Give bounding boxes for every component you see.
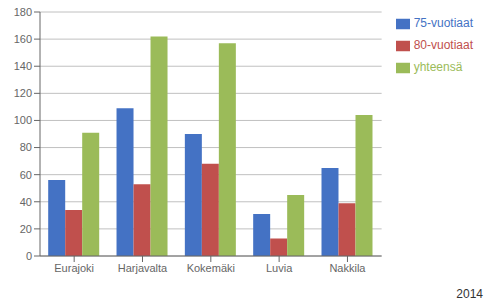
- html-text:2014: 2014: [456, 287, 483, 301]
- svg-text:Kokemäki: Kokemäki: [187, 262, 235, 274]
- svg-text:140: 140: [14, 60, 32, 72]
- html-text:75-vuotiaat: 75-vuotiaat: [413, 16, 473, 30]
- svg-text:60: 60: [20, 169, 32, 181]
- svg-text:40: 40: [20, 196, 32, 208]
- svg-text:20: 20: [20, 223, 32, 235]
- svg-text:Nakkila: Nakkila: [329, 262, 366, 274]
- html-text:yhteensä: yhteensä: [413, 60, 463, 74]
- svg-text:100: 100: [14, 114, 32, 126]
- svg-text:0: 0: [26, 250, 32, 262]
- svg-text:Eurajoki: Eurajoki: [54, 262, 94, 274]
- svg-text:160: 160: [14, 33, 32, 45]
- svg-text:180: 180: [14, 6, 32, 18]
- svg-text:Luvia: Luvia: [266, 262, 293, 274]
- svg-text:Harjavalta: Harjavalta: [118, 262, 168, 274]
- svg-text:80: 80: [20, 141, 32, 153]
- html-text:80-vuotiaat: 80-vuotiaat: [413, 38, 473, 52]
- svg-text:120: 120: [14, 87, 32, 99]
